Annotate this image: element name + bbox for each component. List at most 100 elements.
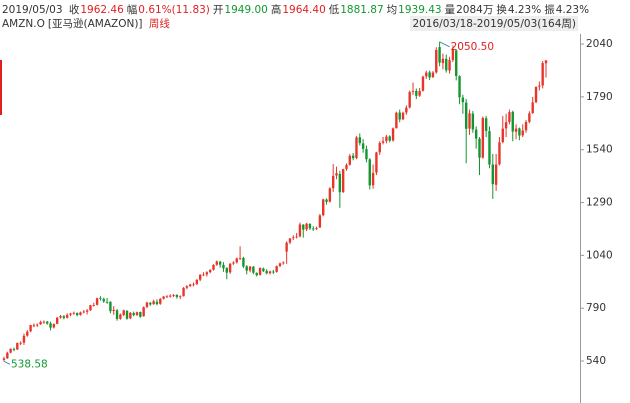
quote-label: 低 bbox=[328, 4, 340, 16]
candle-body bbox=[159, 298, 162, 304]
candle-body bbox=[435, 49, 438, 73]
candle-body bbox=[445, 58, 448, 71]
candle-body bbox=[441, 58, 445, 64]
candle-body bbox=[391, 128, 395, 141]
candle-body bbox=[75, 313, 79, 316]
candle-body bbox=[405, 107, 408, 113]
candle-body bbox=[135, 312, 139, 315]
candle-body bbox=[26, 331, 29, 336]
candle-body bbox=[79, 312, 82, 315]
candle-body bbox=[508, 112, 511, 123]
candle-body bbox=[378, 142, 381, 153]
y-tick-label: 790 bbox=[586, 302, 606, 314]
candle-body bbox=[335, 173, 338, 176]
candle-body bbox=[351, 155, 355, 159]
quote-value: 1964.40 bbox=[282, 4, 326, 16]
candle-body bbox=[12, 348, 16, 350]
quote-label: 幅 bbox=[126, 4, 138, 16]
candle-body bbox=[198, 274, 202, 280]
candle-body bbox=[365, 149, 368, 160]
candle-body bbox=[262, 268, 265, 272]
candle-body bbox=[528, 113, 531, 122]
candle-body bbox=[428, 72, 431, 78]
candle-body bbox=[102, 298, 105, 302]
candle-body bbox=[338, 174, 342, 193]
candle-body bbox=[421, 76, 425, 91]
candle-body bbox=[208, 269, 212, 273]
quote-value: 1939.43 bbox=[398, 4, 442, 16]
candle-body bbox=[418, 90, 421, 96]
quote-label: 均 bbox=[386, 4, 398, 16]
candle-body bbox=[451, 49, 455, 60]
candle-body bbox=[371, 172, 375, 186]
candle-body bbox=[494, 164, 498, 185]
candle-body bbox=[179, 296, 182, 298]
candle-body bbox=[308, 223, 312, 229]
quote-value: 4.23% bbox=[507, 4, 542, 16]
candle-body bbox=[275, 266, 278, 272]
y-tick-label: 1540 bbox=[586, 144, 613, 156]
candle-body bbox=[235, 258, 238, 263]
quote-label: 高 bbox=[270, 4, 282, 16]
candle-body bbox=[491, 164, 494, 185]
quote-date: 2019/05/03 bbox=[2, 4, 63, 16]
candle-body bbox=[205, 272, 209, 275]
candle-body bbox=[105, 301, 109, 303]
candle-body bbox=[488, 131, 491, 165]
candle-body bbox=[142, 307, 145, 317]
candle-body bbox=[185, 286, 189, 288]
candle-body bbox=[305, 223, 308, 230]
candle-body bbox=[72, 312, 76, 314]
candle-body bbox=[192, 284, 195, 286]
candle-body bbox=[238, 258, 242, 260]
candle-body bbox=[89, 305, 92, 311]
candle-body bbox=[52, 324, 56, 328]
candle-body bbox=[398, 112, 401, 120]
candle-body bbox=[222, 264, 225, 269]
candle-body bbox=[248, 266, 252, 271]
candle-body bbox=[538, 85, 541, 87]
candle-body bbox=[415, 90, 418, 96]
candle-body bbox=[282, 262, 285, 264]
candle-body bbox=[109, 301, 112, 312]
candle-body bbox=[431, 72, 435, 78]
y-tick-label: 1790 bbox=[586, 91, 613, 103]
candle-body bbox=[312, 228, 315, 230]
candle-body bbox=[531, 102, 534, 114]
candle-body bbox=[119, 314, 122, 319]
candle-body bbox=[258, 268, 262, 275]
quote-label: 振 bbox=[544, 4, 555, 16]
quote-value: 0.61%(11.83) bbox=[138, 4, 210, 16]
candle-body bbox=[122, 310, 125, 315]
candle-body bbox=[92, 305, 95, 306]
candle-body bbox=[541, 63, 544, 86]
period[interactable]: 周线 bbox=[148, 18, 170, 30]
candle-body bbox=[19, 342, 22, 344]
candle-body bbox=[189, 284, 192, 287]
candle-body bbox=[514, 128, 518, 132]
candle-body bbox=[149, 302, 152, 305]
candle-body bbox=[322, 199, 325, 216]
quote-value: 1949.00 bbox=[224, 4, 268, 16]
candle-body bbox=[112, 309, 115, 311]
candle-body bbox=[461, 97, 465, 103]
candle-body bbox=[62, 316, 66, 318]
candle-body bbox=[132, 313, 135, 316]
candle-body bbox=[358, 137, 361, 144]
candle-body bbox=[348, 155, 352, 165]
candle-body bbox=[498, 142, 501, 165]
candle-body bbox=[278, 263, 282, 266]
candle-body bbox=[468, 113, 471, 129]
candle-body bbox=[501, 128, 504, 143]
candle-body bbox=[245, 266, 248, 271]
candle-body bbox=[368, 159, 371, 186]
y-tick-label: 2040 bbox=[586, 38, 613, 50]
candle-body bbox=[155, 301, 159, 304]
candle-body bbox=[328, 188, 332, 202]
candle-body bbox=[145, 302, 149, 307]
candle-body bbox=[341, 169, 345, 192]
candle-body bbox=[381, 141, 385, 143]
candle-body bbox=[225, 268, 228, 273]
candle-body bbox=[169, 295, 172, 297]
candle-body bbox=[478, 138, 481, 158]
